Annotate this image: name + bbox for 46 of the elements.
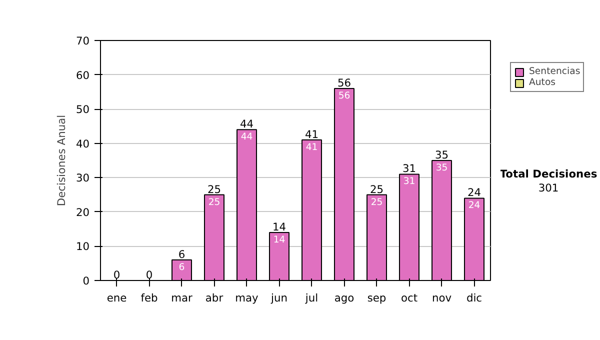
x-tick-label: jun	[270, 292, 288, 304]
legend-label: Autos	[529, 77, 556, 88]
x-tick-label: ago	[334, 292, 354, 304]
total-label: 41	[304, 128, 319, 141]
x-tick-label: mar	[171, 292, 194, 304]
data-label: 25	[208, 196, 220, 208]
x-tick-label: nov	[432, 292, 452, 304]
total-label: 0	[146, 268, 153, 282]
data-label: 35	[436, 162, 448, 174]
x-tick-label: dic	[466, 292, 482, 304]
data-label: 31	[403, 176, 416, 188]
y-tick-label: 0	[82, 274, 90, 288]
x-tick-label: feb	[140, 292, 158, 304]
y-axis-title: Decisiones Anual	[54, 114, 68, 206]
y-tick-label: 50	[76, 103, 90, 116]
total-label: 14	[272, 220, 286, 234]
total-label: 31	[402, 162, 416, 176]
data-label: 56	[338, 90, 350, 102]
x-tick-label: abr	[205, 292, 224, 304]
y-tick-label: 10	[76, 240, 90, 254]
total-label: 25	[370, 182, 384, 196]
x-tick-label: oct	[400, 292, 418, 304]
total-label: 24	[467, 186, 482, 200]
legend-label: Sentencias	[529, 66, 580, 77]
text: 301	[538, 182, 559, 194]
y-tick-label: 30	[76, 172, 90, 185]
x-tick-label: sep	[367, 292, 386, 304]
y-tick-label: 40	[76, 137, 90, 150]
total-label: 25	[207, 182, 222, 196]
y-tick-label: 70	[76, 34, 90, 48]
total-label: 56	[337, 76, 352, 90]
y-tick-label: 20	[76, 206, 90, 219]
data-label: 25	[370, 196, 383, 208]
total-label: 44	[240, 118, 254, 131]
data-label: 24	[468, 200, 480, 212]
data-label: 41	[306, 142, 318, 153]
x-tick-label: ene	[106, 292, 127, 304]
x-tick-label: may	[235, 292, 258, 304]
y-tick-label: 60	[76, 68, 90, 82]
total-label: 6	[178, 248, 186, 261]
total-label: 35	[434, 148, 449, 162]
data-label: 14	[273, 234, 286, 246]
data-label: 44	[240, 132, 253, 143]
total-label: 0	[113, 268, 120, 282]
data-label: 6	[178, 262, 185, 273]
x-tick-label: jul	[304, 292, 318, 304]
